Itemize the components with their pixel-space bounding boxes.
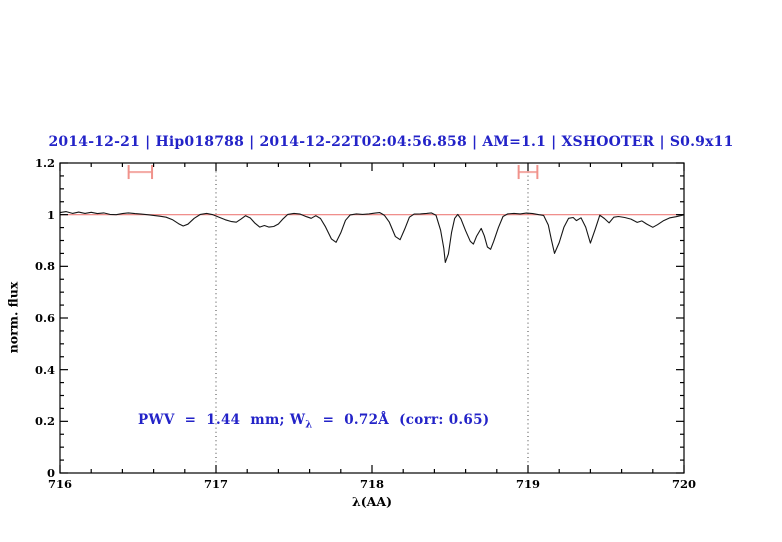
x-tick-label-719: 719 [515, 477, 540, 491]
plot-title: 2014-12-21 | Hip018788 | 2014-12-22T02:0… [48, 134, 734, 150]
pwv-annotation: PWV = 1.44 mm; Wλ = 0.72Å (corr: 0.65) [138, 412, 489, 431]
x-tick-label-717: 717 [203, 477, 228, 491]
spectrum-line [59, 211, 685, 264]
pwv-annotation-subscript: λ [305, 419, 313, 431]
x-tick-label-716: 716 [47, 477, 72, 491]
y-tick-label-0.2: 0.2 [34, 414, 55, 429]
x-axis-label: λ(AA) [352, 494, 392, 509]
pwv-annotation-suffix: = 0.72Å (corr: 0.65) [312, 412, 490, 428]
y-tick-label-0.6: 0.6 [34, 311, 55, 325]
x-tick-label-720: 720 [671, 477, 696, 491]
pwv-annotation-prefix: PWV = 1.44 mm; W [138, 412, 306, 428]
y-tick-label-0.8: 0.8 [34, 259, 55, 274]
y-tick-label-0: 0 [46, 466, 55, 480]
y-tick-label-1: 1 [46, 207, 55, 222]
y-tick-label-1.2: 1.2 [34, 156, 55, 170]
y-tick-label-0.4: 0.4 [34, 362, 55, 377]
x-tick-label-718: 718 [359, 477, 384, 491]
